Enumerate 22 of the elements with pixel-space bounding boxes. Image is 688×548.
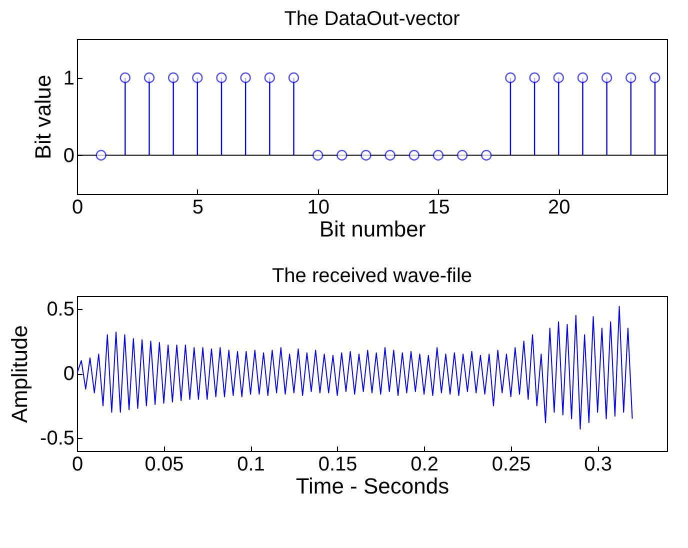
- y-axis-title: Amplitude: [7, 325, 32, 423]
- y-tick-label: 0: [63, 144, 74, 167]
- x-tick-label: 20: [548, 196, 570, 218]
- chart-title: The received wave-file: [272, 265, 472, 287]
- x-tick-label: 0.1: [237, 454, 265, 476]
- x-tick-label: 5: [192, 196, 204, 218]
- line-series: [77, 306, 633, 430]
- x-tick-label: 0.3: [584, 454, 612, 476]
- x-tick-label: 15: [428, 196, 450, 218]
- x-tick-label: 0.15: [318, 454, 358, 476]
- x-axis-title: Time - Seconds: [296, 474, 450, 498]
- x-tick-label: 0.05: [144, 454, 184, 476]
- y-tick-label: 0.5: [46, 298, 74, 320]
- y-tick-label: 1: [63, 67, 74, 90]
- x-tick-label: 0.25: [492, 454, 531, 476]
- x-axis-title: Bit number: [319, 216, 426, 242]
- y-tick-label: 0: [63, 363, 74, 385]
- y-tick-label: -0.5: [40, 428, 74, 450]
- x-tick-label: 10: [307, 196, 330, 218]
- chart-title: The DataOut-vector: [284, 8, 460, 30]
- y-axis-title: Bit value: [30, 74, 56, 160]
- x-tick-label: 0.2: [410, 454, 438, 476]
